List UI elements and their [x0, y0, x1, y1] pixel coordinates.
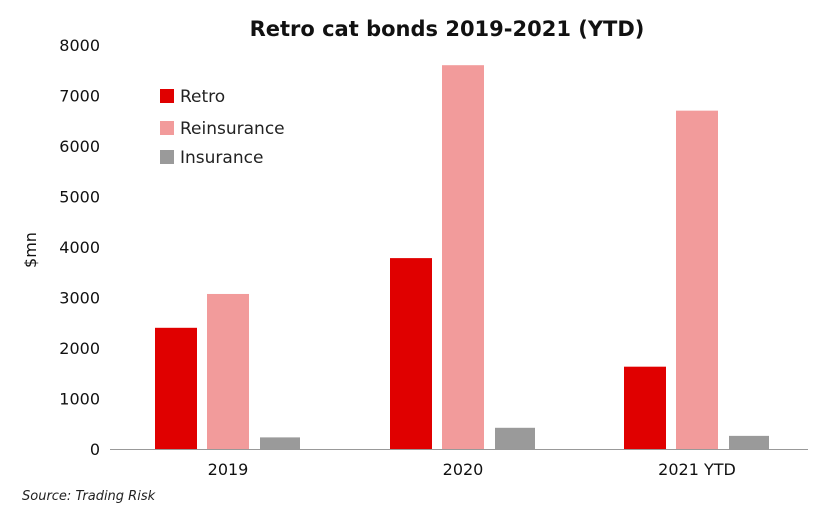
legend-label: Reinsurance	[180, 119, 285, 139]
legend-swatch	[160, 150, 174, 164]
y-axis-label: $mn	[21, 232, 40, 268]
chart-title: Retro cat bonds 2019-2021 (YTD)	[250, 17, 645, 41]
legend-swatch	[160, 121, 174, 135]
bar-retro-2020	[390, 258, 432, 449]
y-tick-label: 6000	[59, 137, 100, 156]
bar-retro-2021-ytd	[624, 366, 666, 449]
bar-reinsurance-2020	[442, 65, 484, 449]
bar-insurance-2020	[495, 427, 535, 449]
bar-insurance-2019	[260, 437, 300, 449]
bar-reinsurance-2021-ytd	[676, 110, 718, 450]
y-tick-label: 2000	[59, 339, 100, 358]
legend-item-insurance: Insurance	[160, 148, 263, 168]
y-tick-label: 5000	[59, 188, 100, 207]
legend-item-reinsurance: Reinsurance	[160, 119, 285, 139]
x-tick-label: 2021 YTD	[658, 460, 736, 479]
bar-reinsurance-2019	[207, 293, 249, 449]
bar-retro-2019	[155, 327, 197, 449]
legend-swatch	[160, 89, 174, 103]
y-tick-label: 4000	[59, 238, 100, 257]
legend-item-retro: Retro	[160, 87, 225, 107]
y-tick-label: 1000	[59, 390, 100, 409]
bar-insurance-2021-ytd	[729, 435, 769, 449]
y-tick-label: 0	[90, 440, 100, 459]
x-tick-label: 2019	[208, 460, 249, 479]
legend-label: Retro	[180, 87, 225, 107]
y-tick-label: 7000	[59, 87, 100, 106]
y-tick-label: 3000	[59, 289, 100, 308]
source-note: Source: Trading Risk	[22, 489, 156, 504]
x-tick-label: 2020	[443, 460, 484, 479]
legend-label: Insurance	[180, 148, 263, 168]
y-tick-label: 8000	[59, 36, 100, 55]
